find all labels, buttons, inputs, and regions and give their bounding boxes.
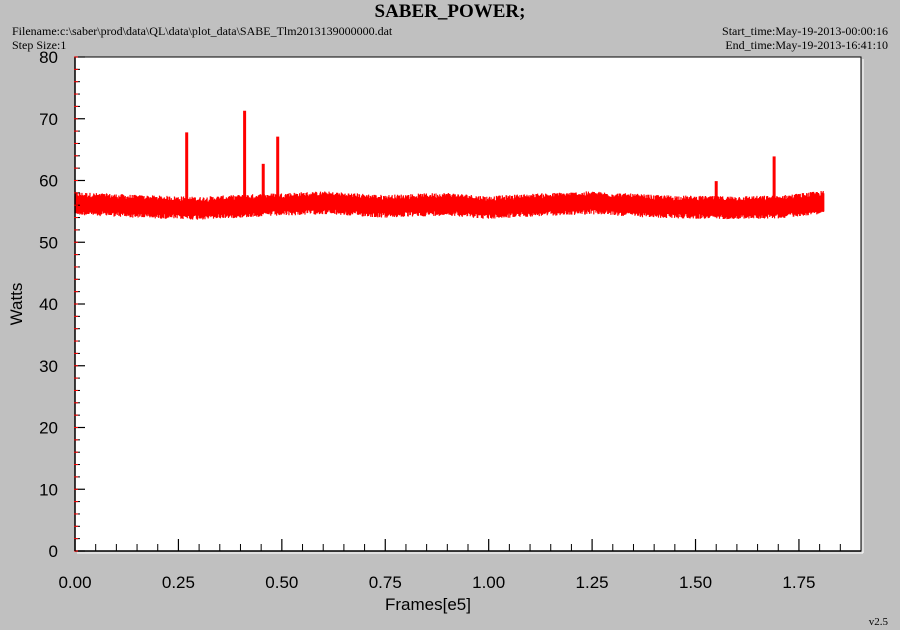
y-tick-label-8: 80 xyxy=(39,48,58,67)
x-tick-label-7: 1.75 xyxy=(782,573,815,592)
y-axis-label: Watts xyxy=(7,283,26,326)
y-tick-label-1: 10 xyxy=(39,480,58,499)
y-tick-label-5: 50 xyxy=(39,233,58,252)
y-tick-label-2: 20 xyxy=(39,419,58,438)
x-tick-label-5: 1.25 xyxy=(576,573,609,592)
y-tick-label-4: 40 xyxy=(39,295,58,314)
plot-area xyxy=(75,57,861,551)
chart-title: SABER_POWER; xyxy=(374,1,526,22)
y-tick-label-0: 0 xyxy=(49,542,58,561)
filename-label: Filename:c:\saber\prod\data\QL\data\plot… xyxy=(12,24,393,38)
x-tick-label-2: 0.50 xyxy=(265,573,298,592)
x-tick-label-0: 0.00 xyxy=(58,573,91,592)
x-tick-label-4: 1.00 xyxy=(472,573,505,592)
x-tick-label-6: 1.50 xyxy=(679,573,712,592)
x-tick-label-3: 0.75 xyxy=(369,573,402,592)
start-time-label: Start_time:May-19-2013-00:00:16 xyxy=(722,24,888,38)
y-tick-label-3: 30 xyxy=(39,357,58,376)
y-tick-label-6: 60 xyxy=(39,172,58,191)
x-tick-label-1: 0.25 xyxy=(162,573,195,592)
end-time-label: End_time:May-19-2013-16:41:10 xyxy=(725,38,888,52)
step-size-label: Step Size:1 xyxy=(12,38,67,52)
version-label: v2.5 xyxy=(868,616,888,628)
x-axis-label: Frames[e5] xyxy=(385,595,471,614)
y-tick-label-7: 70 xyxy=(39,110,58,129)
